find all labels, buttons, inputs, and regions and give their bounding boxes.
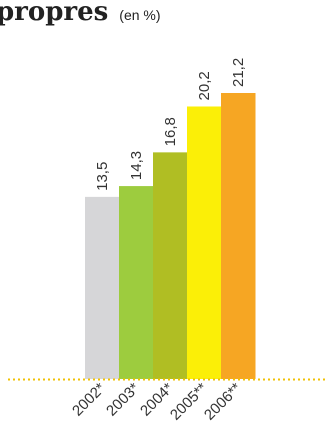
bar-value-label-3: 20,2 — [196, 71, 213, 100]
bar-0 — [85, 196, 120, 379]
value-labels-group: 13,5 14,3 16,8 20,2 21,2 — [94, 58, 247, 191]
bars-group — [85, 93, 256, 379]
x-tick-label-1: 2003* — [103, 380, 143, 420]
bar-value-label-1: 14,3 — [128, 151, 145, 180]
bar-value-label-4: 21,2 — [230, 58, 247, 87]
chart-title-main: propres — [0, 0, 108, 27]
x-tick-labels-group: 2002*2003*2004*2005**2006** — [69, 380, 245, 424]
bar-4 — [221, 93, 256, 379]
bar-value-label-0: 13,5 — [94, 162, 111, 191]
bar-1 — [119, 186, 154, 379]
bar-2 — [153, 152, 188, 379]
chart-title: propres (en %) — [0, 0, 161, 27]
chart-title-unit: (en %) — [119, 7, 160, 23]
x-tick-label-0: 2002* — [69, 380, 109, 420]
bar-3 — [187, 106, 222, 379]
x-tick-label-4: 2006** — [201, 380, 245, 424]
bar-value-label-2: 16,8 — [162, 117, 179, 146]
x-tick-label-3: 2005** — [167, 380, 211, 424]
